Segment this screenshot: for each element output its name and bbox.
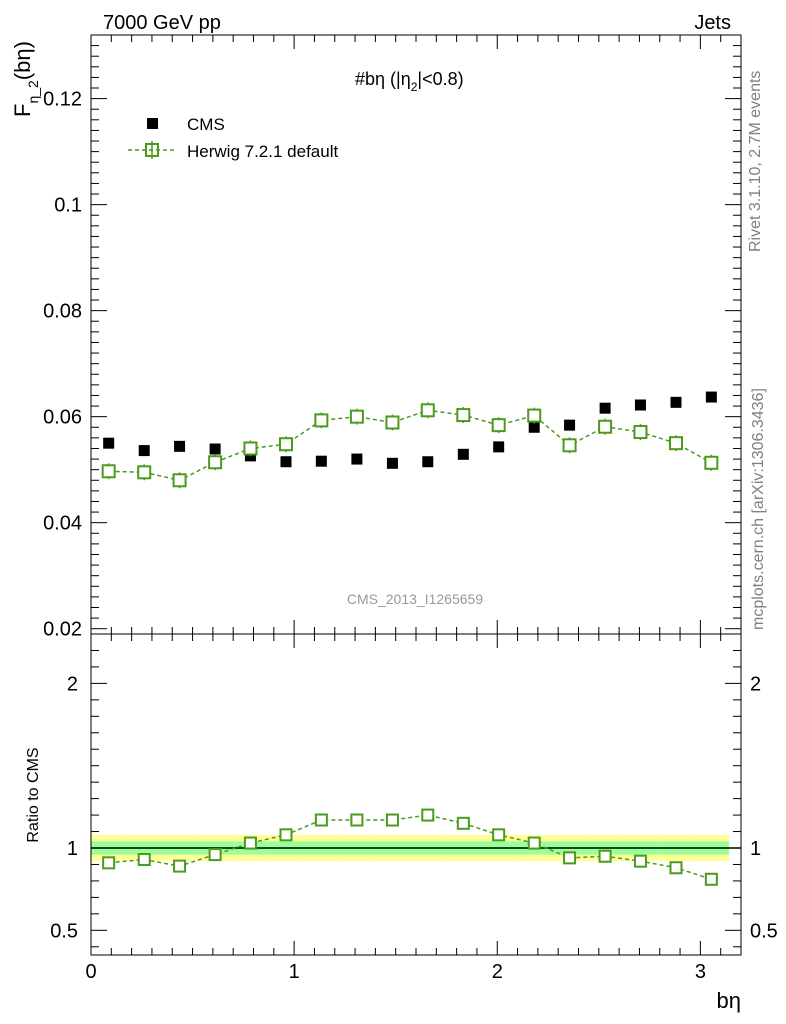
ratio-y-axis-label: Ratio to CMS — [25, 747, 42, 842]
herwig-data-point — [137, 465, 152, 480]
header-left: 7000 GeV pp — [103, 12, 221, 34]
y-tick-label: 0.08 — [43, 301, 82, 323]
cms-data-point — [599, 402, 611, 414]
herwig-data-point — [385, 415, 400, 430]
legend-cms-label: CMS — [187, 115, 225, 134]
ratio-y-tick-label-right: 0.5 — [750, 920, 778, 942]
legend-cms-marker — [147, 118, 158, 129]
ratio-data-point — [137, 853, 151, 867]
y-tick-label: 0.02 — [43, 619, 82, 641]
ratio-data-point — [173, 859, 187, 873]
cms-data-point — [315, 455, 327, 467]
x-tick-label: 2 — [492, 961, 503, 983]
cms-data-point — [705, 391, 717, 403]
ratio-y-tick-label-right: 1 — [750, 838, 761, 860]
cms-data-point — [386, 457, 398, 469]
ratio-data-point — [456, 816, 470, 830]
ratio-data-point — [633, 854, 647, 868]
ratio-data-point — [385, 813, 399, 827]
herwig-data-point — [172, 473, 187, 488]
ratio-data-point — [421, 808, 435, 822]
x-axis-label: bη — [717, 988, 741, 1013]
herwig-data-point — [279, 437, 293, 452]
ratio-panel-frame — [90, 633, 742, 956]
ratio-data-point — [563, 851, 577, 865]
ratio-series-line — [108, 814, 712, 880]
legend-herwig-label: Herwig 7.2.1 default — [187, 142, 338, 161]
ratio-data-point — [669, 861, 683, 875]
herwig-data-point — [456, 408, 471, 423]
herwig-data-point — [704, 455, 719, 470]
herwig-data-point — [349, 409, 364, 424]
herwig-data-point — [598, 419, 613, 434]
herwig-data-point — [633, 425, 648, 440]
ratio-data-point — [102, 856, 116, 870]
ratio-y-tick-label-left: 2 — [67, 673, 78, 695]
herwig-data-point — [562, 438, 577, 453]
cms-data-point — [564, 419, 576, 431]
y-axis-label: Fη_2(bη) — [10, 41, 41, 117]
side-label-rivet: Rivet 3.1.10, 2.7M events — [747, 71, 764, 252]
cms-data-point — [138, 445, 150, 457]
cms-data-point — [528, 421, 540, 433]
ratio-y-tick-label-left: 1 — [67, 838, 78, 860]
cms-data-point — [634, 399, 646, 411]
cms-data-point — [670, 396, 682, 408]
cms-data-point — [209, 443, 221, 455]
ratio-data-point — [208, 848, 222, 862]
herwig-data-point — [314, 413, 329, 428]
ratio-y-tick-label-right: 2 — [750, 673, 761, 695]
cms-data-point — [280, 456, 292, 468]
ratio-data-point — [598, 849, 612, 863]
chart-title: #bη (|η2|<0.8) — [355, 69, 464, 94]
side-label-mcplots: mcplots.cern.ch [arXiv:1306.3436] — [750, 388, 767, 630]
cms-data-point — [103, 437, 115, 449]
ratio-data-point — [279, 828, 293, 842]
y-tick-label: 0.04 — [43, 513, 82, 535]
ratio-data-point — [243, 836, 257, 850]
cms-data-point — [422, 456, 434, 468]
ratio-data-point — [350, 813, 364, 827]
x-tick-label: 3 — [695, 961, 706, 983]
herwig-data-point — [491, 418, 506, 433]
y-tick-label: 0.1 — [54, 195, 82, 217]
header-right: Jets — [694, 12, 731, 34]
legend: CMS Herwig 7.2.1 default — [128, 115, 338, 161]
herwig-data-point — [243, 441, 258, 456]
herwig-data-point — [420, 403, 435, 418]
cms-data-point — [457, 448, 469, 460]
ratio-data-point — [492, 828, 506, 842]
x-tick-label: 1 — [289, 961, 300, 983]
ratio-y-tick-label-left: 0.5 — [50, 920, 78, 942]
cms-data-point — [351, 453, 363, 465]
y-tick-label: 0.12 — [43, 89, 82, 111]
ratio-data-point — [527, 836, 541, 850]
watermark: CMS_2013_I1265659 — [347, 591, 483, 607]
y-tick-label: 0.06 — [43, 407, 82, 429]
herwig-data-point — [669, 436, 683, 451]
cms-data-point — [493, 441, 505, 453]
cms-data-point — [174, 440, 186, 452]
herwig-data-point — [208, 455, 223, 470]
x-tick-label: 0 — [85, 961, 96, 983]
herwig-data-point — [527, 408, 542, 423]
herwig-data-point — [101, 464, 116, 479]
ratio-data-point — [314, 813, 328, 827]
herwig-series-line — [108, 409, 712, 482]
ratio-data-point — [704, 872, 718, 886]
